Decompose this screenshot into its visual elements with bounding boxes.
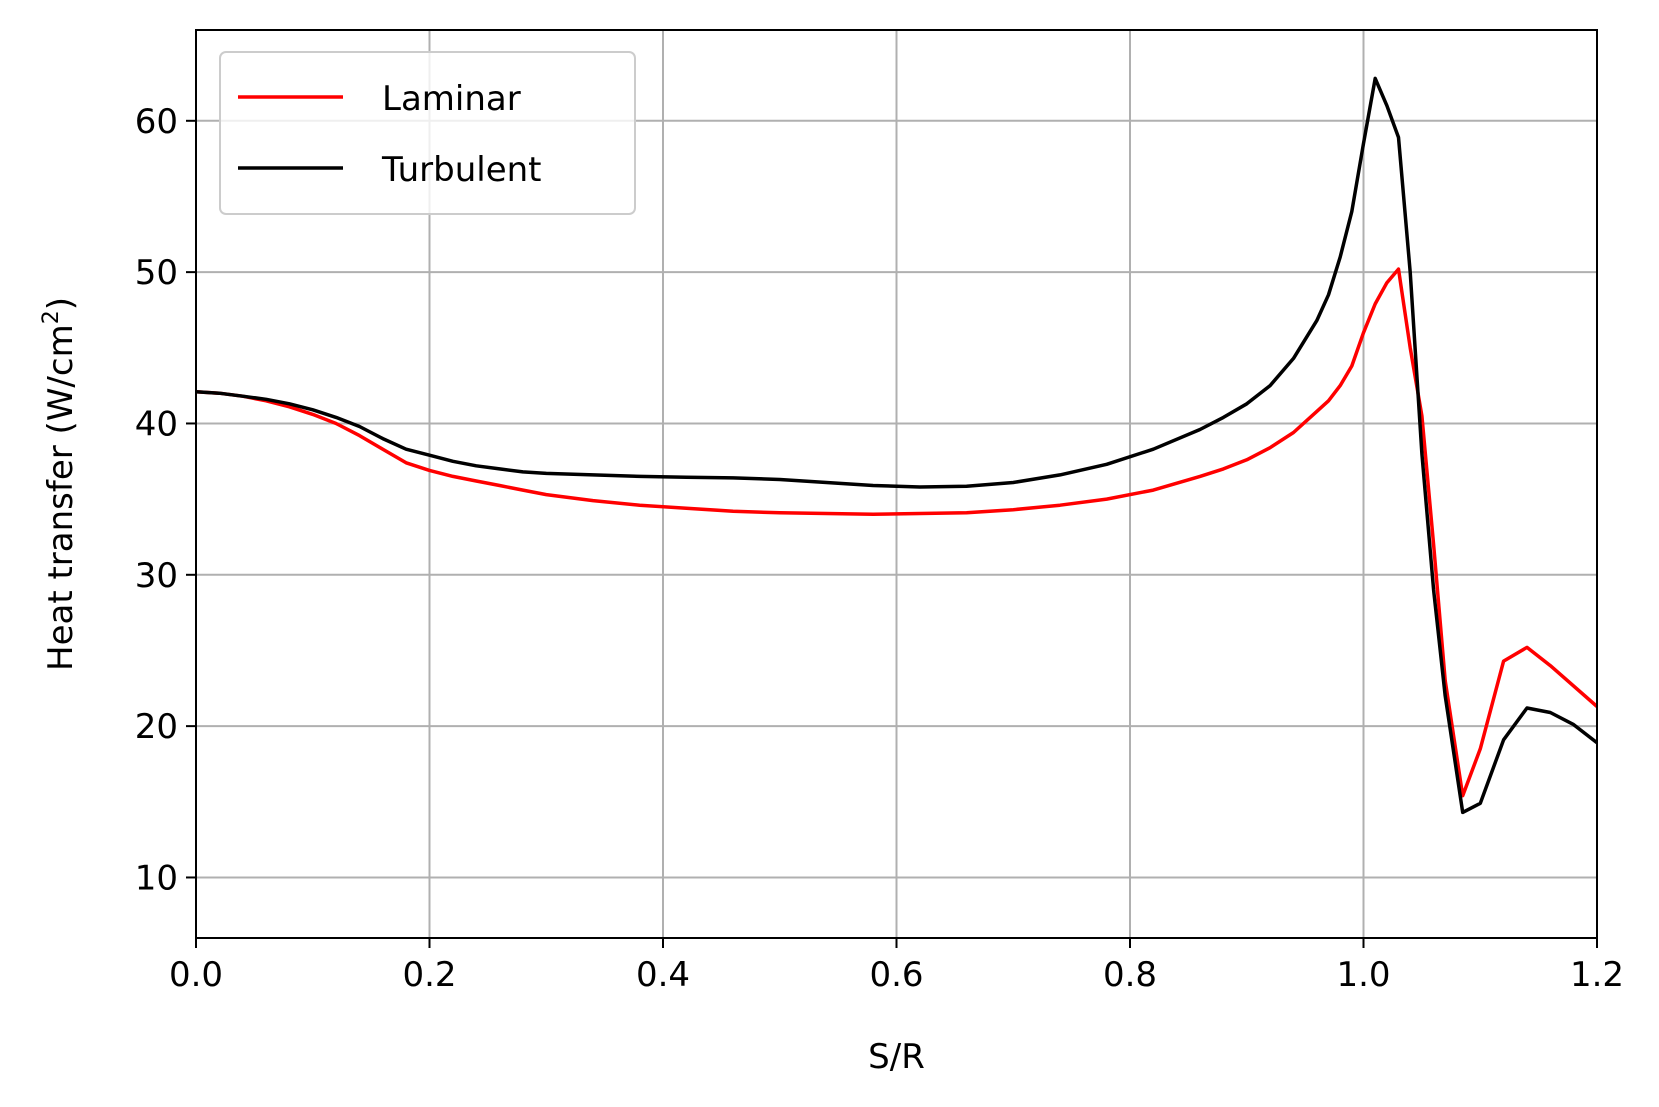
y-tick-label: 20	[135, 707, 178, 747]
y-tick-label: 30	[135, 556, 178, 596]
legend-label-turbulent: Turbulent	[381, 150, 542, 190]
y-tick-label: 60	[135, 102, 178, 142]
y-tick-label: 50	[135, 253, 178, 293]
series-line-turbulent	[195, 76, 1599, 815]
y-tick-label: 40	[135, 404, 178, 444]
x-tick-label: 1.2	[1570, 955, 1624, 995]
x-tick-label: 0.8	[1103, 955, 1157, 995]
y-axis-title-main: Heat transfer (W/cm	[41, 324, 81, 671]
ticks: 0.0 0.2 0.4 0.6 0.8 1.0 1.2 10 20 30 40 50 60	[135, 102, 1624, 995]
x-tick-label: 0.6	[869, 955, 923, 995]
legend-label-laminar: Laminar	[382, 79, 521, 119]
series-layer	[195, 76, 1599, 815]
x-tick-label: 1.0	[1336, 955, 1390, 995]
y-axis-title: Heat transfer (W/cm2)	[39, 297, 81, 671]
x-tick-label: 0.2	[402, 955, 456, 995]
legend: Laminar Turbulent	[219, 51, 636, 215]
y-tick-label: 10	[135, 858, 178, 898]
x-axis-title: S/R	[868, 1037, 925, 1077]
grid	[195, 30, 1598, 938]
x-tick-label: 0.0	[169, 955, 223, 995]
y-axis-title-end: )	[41, 297, 81, 310]
y-axis-title-superscript: 2	[39, 310, 64, 324]
x-tick-label: 0.4	[636, 955, 690, 995]
legend-box	[219, 51, 636, 215]
